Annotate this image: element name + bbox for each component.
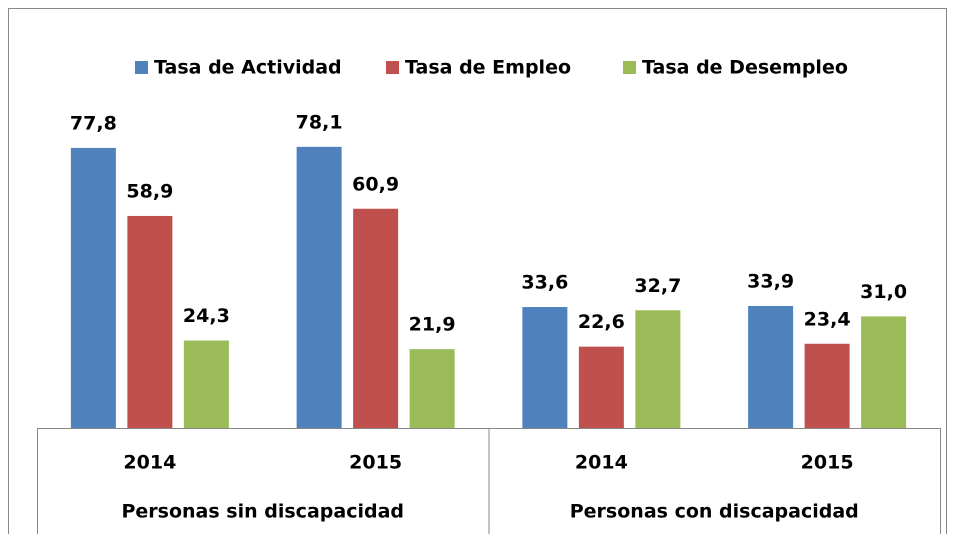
bar [296,146,342,428]
legend-swatch [135,61,148,74]
bar [804,343,850,428]
chart-border [8,8,947,534]
bar [522,307,568,428]
data-label: 77,8 [70,112,117,134]
data-label: 31,0 [860,281,907,303]
bar [578,346,624,428]
x-tick-label: 2015 [349,452,402,474]
data-label: 21,9 [409,314,456,336]
bar [409,349,455,428]
data-label: 22,6 [578,311,625,333]
data-label: 33,9 [747,270,794,292]
legend-label: Tasa de Actividad [154,57,342,79]
data-label: 32,7 [634,275,681,297]
data-label: 78,1 [296,111,343,133]
group-label: Personas con discapacidad [570,501,859,523]
legend-swatch [386,61,399,74]
bar [635,310,681,428]
data-label: 23,4 [804,308,851,330]
x-tick-label: 2014 [123,452,176,474]
bar [748,305,794,428]
data-label: 33,6 [521,272,568,294]
data-label: 24,3 [183,305,230,327]
x-tick-label: 2014 [575,452,628,474]
bar [861,316,907,428]
data-label: 60,9 [352,173,399,195]
bar [353,208,399,428]
legend-label: Tasa de Desempleo [642,57,848,79]
group-label: Personas sin discapacidad [121,501,404,523]
x-tick-label: 2015 [801,452,854,474]
bar [70,147,116,429]
legend-swatch [623,61,636,74]
data-label: 58,9 [126,180,173,202]
legend-label: Tasa de Empleo [405,57,571,79]
bar [127,215,173,428]
bar [183,340,229,428]
